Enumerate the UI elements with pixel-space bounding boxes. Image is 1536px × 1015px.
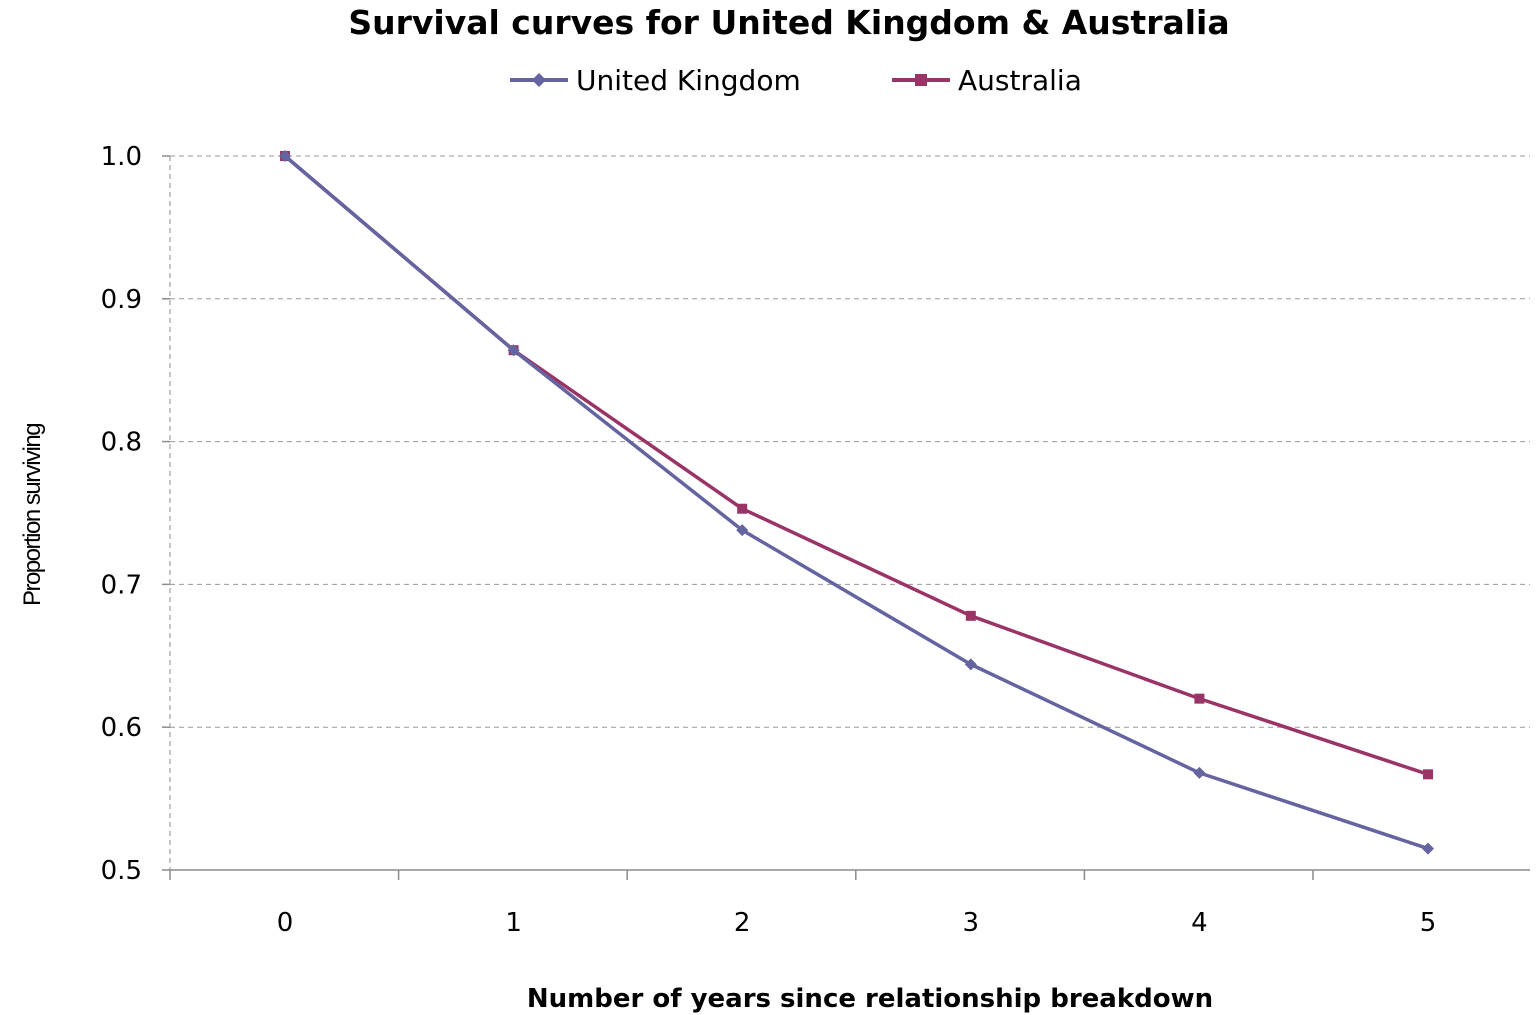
point-united-kingdom-1: [507, 344, 520, 357]
point-australia-3: [965, 610, 976, 621]
legend-marker-united-kingdom: [532, 73, 546, 87]
point-australia-2: [737, 503, 748, 514]
y-axis-ticks: 1.0 0.9 0.8 0.7 0.6 0.5: [101, 142, 170, 886]
legend-label-united-kingdom: United Kingdom: [576, 64, 801, 97]
legend-marker-australia: [915, 74, 927, 86]
series-line-united-kingdom: [283, 154, 1429, 851]
axes: [169, 156, 1530, 871]
gridlines: [170, 155, 1530, 728]
chart-title: Survival curves for United Kingdom & Aus…: [348, 3, 1229, 42]
x-tick-label-2: 2: [734, 908, 751, 938]
legend: United Kingdom Australia: [510, 64, 1082, 97]
series-united-kingdom: [279, 150, 1434, 855]
point-australia-4: [1194, 693, 1205, 704]
x-axis-label: Number of years since relationship break…: [527, 984, 1213, 1014]
x-tick-label-0: 0: [277, 908, 294, 938]
point-united-kingdom-4: [1193, 766, 1206, 779]
y-axis-label: Proportion surviving: [19, 424, 46, 606]
x-tick-label-5: 5: [1420, 908, 1437, 938]
legend-item-australia: Australia: [892, 64, 1082, 97]
y-tick-label-1-0: 1.0: [101, 142, 142, 172]
series-line-australia: [283, 154, 1429, 776]
y-tick-label-0-5: 0.5: [101, 856, 142, 886]
point-united-kingdom-0: [279, 150, 291, 162]
point-united-kingdom-3: [964, 658, 977, 671]
y-tick-label-0-9: 0.9: [101, 285, 142, 315]
y-tick-label-0-7: 0.7: [101, 570, 142, 600]
legend-item-united-kingdom: United Kingdom: [510, 64, 801, 97]
legend-label-australia: Australia: [958, 64, 1082, 97]
series-australia: [280, 151, 1433, 780]
x-axis-ticks: 0 1 2 3 4 5: [169, 870, 1437, 938]
x-tick-label-4: 4: [1191, 908, 1208, 938]
y-tick-label-0-8: 0.8: [101, 428, 142, 458]
y-tick-label-0-6: 0.6: [101, 713, 142, 743]
point-united-kingdom-5: [1422, 842, 1434, 855]
point-australia-5: [1423, 769, 1433, 780]
data-series: [279, 150, 1434, 855]
x-tick-label-1: 1: [505, 908, 522, 938]
point-united-kingdom-2: [736, 524, 749, 537]
x-tick-label-3: 3: [963, 908, 980, 938]
